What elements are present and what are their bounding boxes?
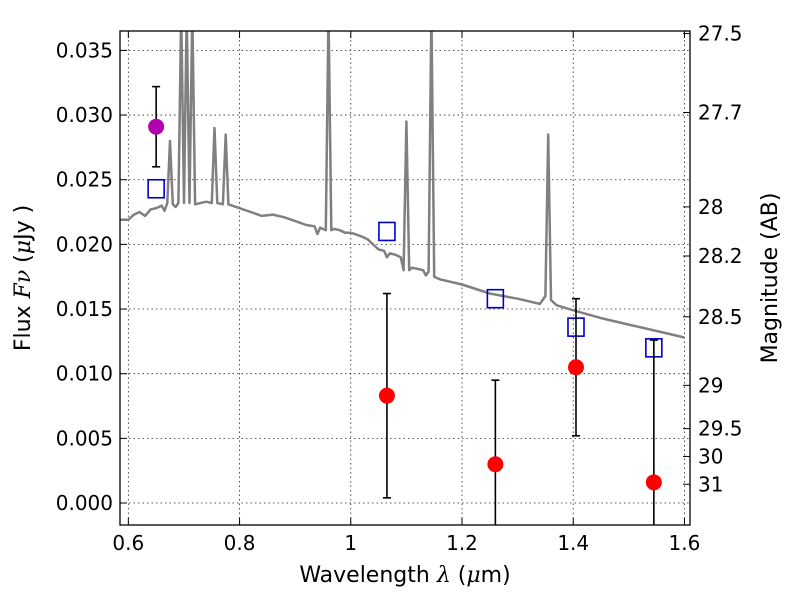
y-tick-label: 0.015 [56,297,113,321]
grid-lines [120,31,690,525]
y-tick-label: 0.020 [56,232,113,256]
observed-point [378,387,395,404]
right-tick-label: 28.2 [698,244,743,268]
plot-frame [119,30,691,526]
model-photometry-square [486,288,505,309]
right-tick-label: 31 [698,472,723,496]
y-tick-label: 0.000 [56,491,113,515]
y-tick-label: 0.025 [56,168,113,192]
y-tick-label: 0.010 [56,362,113,386]
x-tick-label: 1 [344,531,357,555]
observed-point [568,359,584,376]
x-axis-title: Wavelength λ (μm) [299,563,510,588]
axis-ticks: 0.6 0.8 1 1.2 1.4 1.6 0.000 0.005 0.010 0.015 0.02… [56,22,743,555]
right-tick-label: 29 [698,373,723,397]
right-axis-title: Magnitude (AB) [758,193,783,364]
model-photometry-square [378,221,396,242]
right-tick-label: 30 [698,444,723,468]
y-tick-label: 0.005 [56,426,113,450]
x-tick-label: 1.6 [669,531,701,555]
y-tick-label: 0.035 [56,38,113,62]
observed-point [487,456,504,473]
model-photometry-square [147,178,165,199]
model-sed-line [120,31,685,339]
right-tick-label: 29.5 [698,417,743,441]
y-tick-label: 0.030 [56,103,113,127]
observed-point [645,474,662,491]
plot-area [120,31,685,525]
right-tick-label: 28.5 [698,305,743,329]
right-tick-label: 27.5 [698,22,743,46]
right-tick-label: 27.7 [698,100,743,124]
x-tick-label: 1.2 [446,531,478,555]
observed-point [148,118,165,135]
y-axis-title: Flux Fν (μJy ) [11,205,36,351]
x-tick-label: 0.8 [224,531,256,555]
right-tick-label: 28 [698,195,723,219]
x-tick-label: 1.4 [557,531,589,555]
x-tick-label: 0.6 [112,531,144,555]
